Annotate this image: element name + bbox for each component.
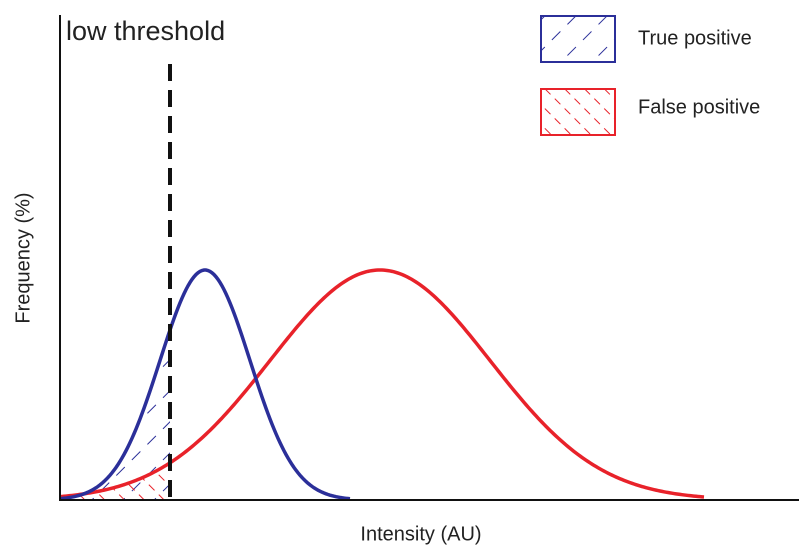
y-axis-label: Frequency (%) <box>12 192 34 323</box>
threshold-label: low threshold <box>66 16 225 46</box>
false-positive-area <box>60 462 170 500</box>
false-positive-curve <box>59 268 705 499</box>
legend-swatch-false <box>540 88 616 136</box>
true-positive-area <box>60 330 170 500</box>
legend-false-positive: False positive <box>638 96 760 118</box>
x-axis-label: Intensity (AU) <box>360 523 481 545</box>
legend-true-positive: True positive <box>638 27 752 49</box>
true-positive-curve <box>59 268 351 501</box>
hatched-areas <box>60 330 170 500</box>
curves <box>59 268 705 501</box>
legend-swatch-true <box>540 15 616 63</box>
